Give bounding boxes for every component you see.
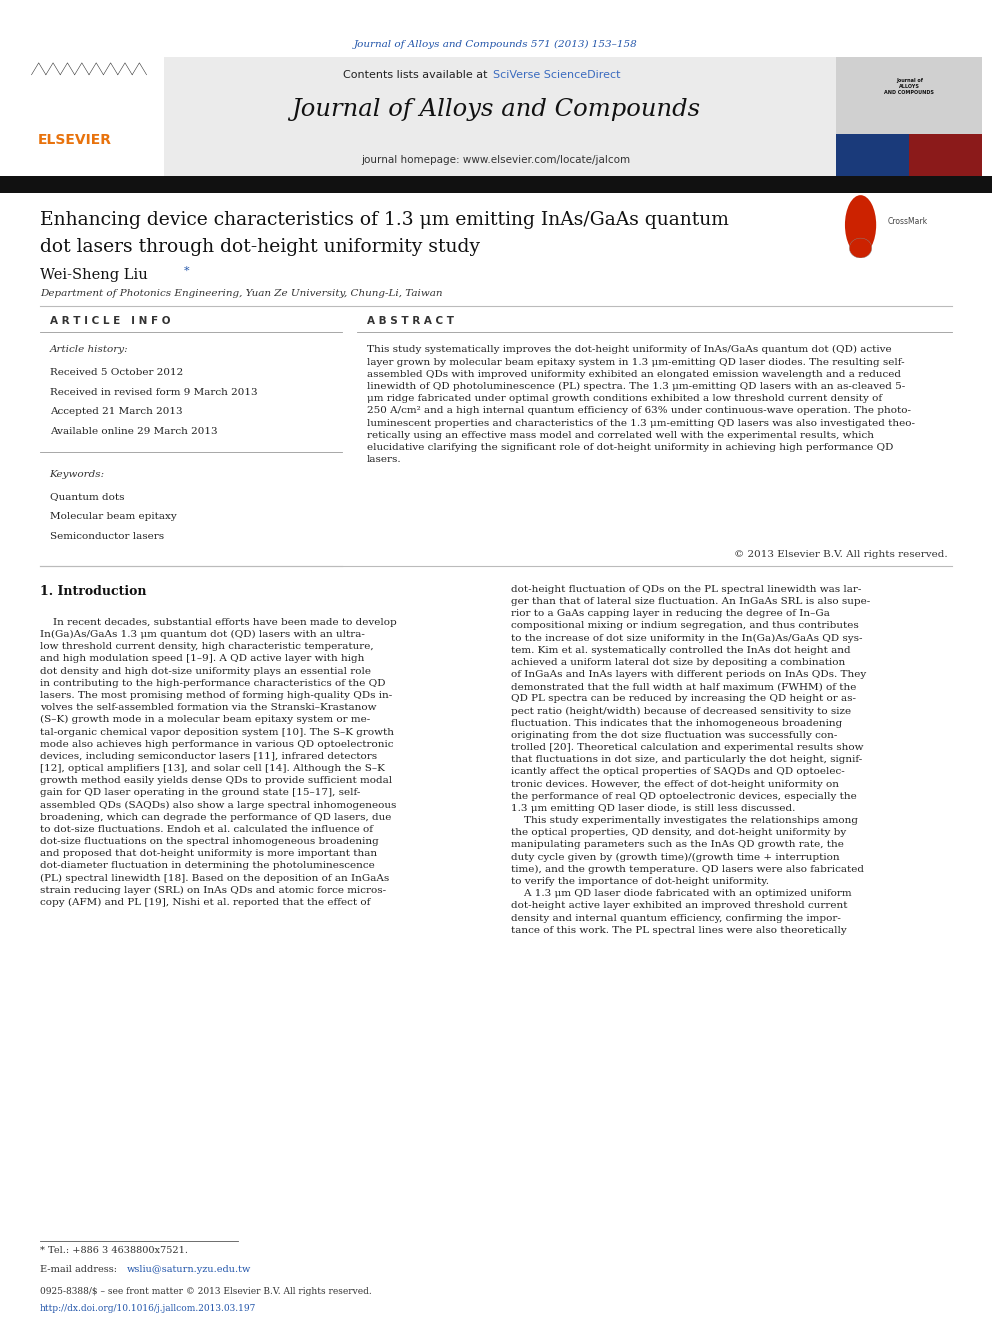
Text: journal homepage: www.elsevier.com/locate/jalcom: journal homepage: www.elsevier.com/locat… — [361, 155, 631, 165]
Text: 1. Introduction: 1. Introduction — [40, 585, 146, 598]
Text: http://dx.doi.org/10.1016/j.jallcom.2013.03.197: http://dx.doi.org/10.1016/j.jallcom.2013… — [40, 1304, 256, 1314]
Ellipse shape — [845, 194, 876, 254]
Text: Article history:: Article history: — [50, 345, 128, 355]
Text: 0925-8388/$ – see front matter © 2013 Elsevier B.V. All rights reserved.: 0925-8388/$ – see front matter © 2013 El… — [40, 1287, 371, 1297]
Text: SciVerse ScienceDirect: SciVerse ScienceDirect — [493, 70, 621, 81]
Text: Journal of Alloys and Compounds 571 (2013) 153–158: Journal of Alloys and Compounds 571 (201… — [354, 40, 638, 49]
Text: Accepted 21 March 2013: Accepted 21 March 2013 — [50, 407, 183, 417]
Text: Molecular beam epitaxy: Molecular beam epitaxy — [50, 512, 177, 521]
Text: Journal of
ALLOYS
AND COMPOUNDS: Journal of ALLOYS AND COMPOUNDS — [884, 78, 934, 95]
Text: This study systematically improves the dot-height uniformity of InAs/GaAs quantu: This study systematically improves the d… — [367, 345, 915, 464]
Bar — [909, 134, 982, 176]
Text: © 2013 Elsevier B.V. All rights reserved.: © 2013 Elsevier B.V. All rights reserved… — [734, 550, 947, 560]
Text: Department of Photonics Engineering, Yuan Ze University, Chung-Li, Taiwan: Department of Photonics Engineering, Yua… — [40, 290, 442, 298]
Text: *: * — [184, 266, 189, 277]
Text: Quantum dots: Quantum dots — [50, 492, 124, 501]
Text: Available online 29 March 2013: Available online 29 March 2013 — [50, 427, 217, 437]
Text: Received in revised form 9 March 2013: Received in revised form 9 March 2013 — [50, 388, 257, 397]
Text: In recent decades, substantial efforts have been made to develop
In(Ga)As/GaAs 1: In recent decades, substantial efforts h… — [40, 618, 397, 908]
Text: Wei-Sheng Liu: Wei-Sheng Liu — [40, 269, 148, 282]
Text: CrossMark: CrossMark — [888, 217, 928, 226]
Text: dot-height fluctuation of QDs on the PL spectral linewidth was lar-
ger than tha: dot-height fluctuation of QDs on the PL … — [511, 585, 870, 934]
Text: A B S T R A C T: A B S T R A C T — [367, 316, 454, 327]
Text: Keywords:: Keywords: — [50, 470, 105, 479]
Text: dot lasers through dot-height uniformity study: dot lasers through dot-height uniformity… — [40, 238, 480, 257]
Bar — [836, 134, 982, 176]
Ellipse shape — [849, 238, 872, 258]
FancyBboxPatch shape — [0, 176, 992, 193]
Text: Received 5 October 2012: Received 5 October 2012 — [50, 368, 183, 377]
Text: * Tel.: +886 3 4638800x7521.: * Tel.: +886 3 4638800x7521. — [40, 1246, 187, 1256]
Text: E-mail address:: E-mail address: — [40, 1265, 120, 1274]
FancyBboxPatch shape — [164, 57, 836, 176]
Text: A R T I C L E   I N F O: A R T I C L E I N F O — [50, 316, 170, 327]
Text: wsliu@saturn.yzu.edu.tw: wsliu@saturn.yzu.edu.tw — [127, 1265, 251, 1274]
Text: Contents lists available at: Contents lists available at — [343, 70, 491, 81]
Text: Enhancing device characteristics of 1.3 μm emitting InAs/GaAs quantum: Enhancing device characteristics of 1.3 … — [40, 210, 728, 229]
Text: ELSEVIER: ELSEVIER — [38, 134, 112, 147]
Text: Journal of Alloys and Compounds: Journal of Alloys and Compounds — [292, 98, 700, 122]
Text: Semiconductor lasers: Semiconductor lasers — [50, 532, 164, 541]
